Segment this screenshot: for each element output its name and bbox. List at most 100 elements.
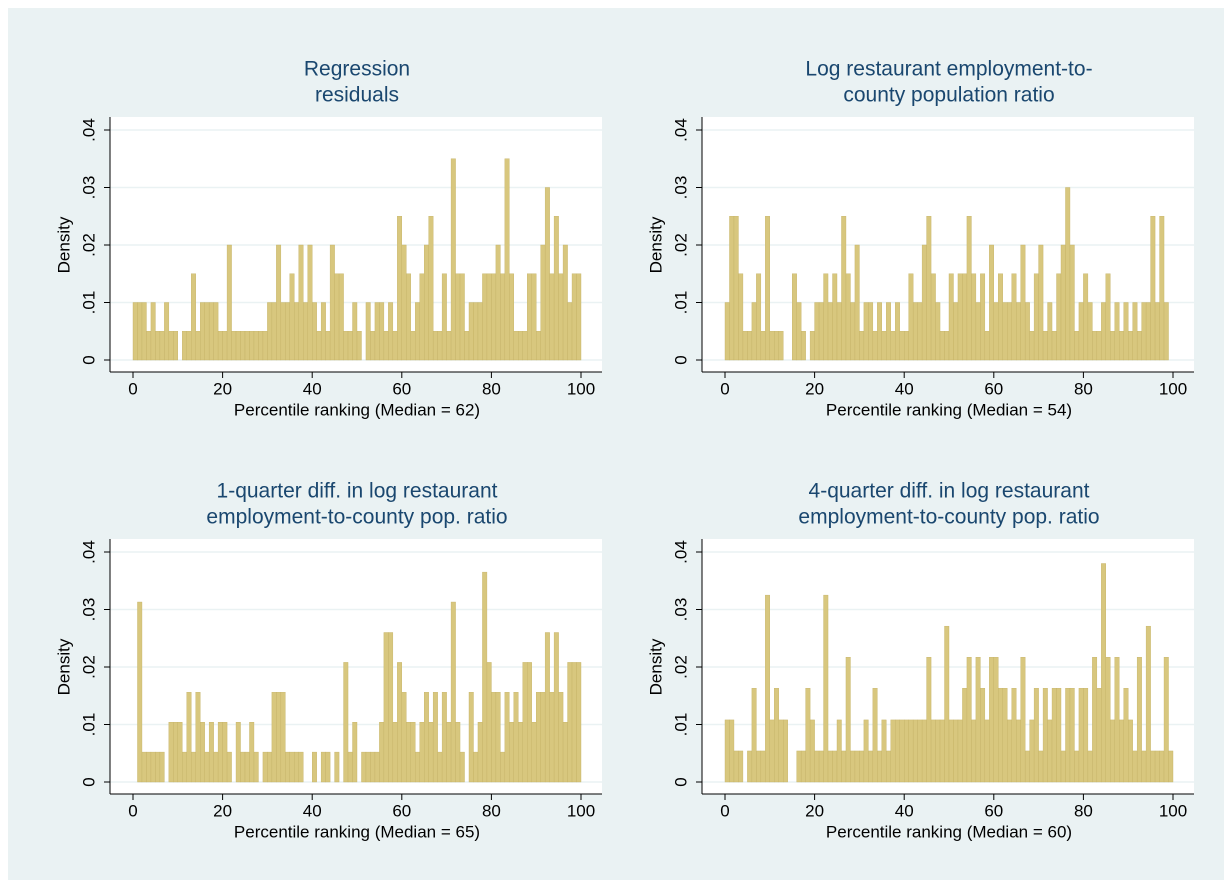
bar [1007,302,1012,361]
bar [800,750,806,783]
bar [294,751,299,783]
bar [760,331,766,361]
bar [374,751,380,783]
bar [895,719,900,783]
y-tick-label: .03 [79,598,98,622]
bar [957,719,963,783]
bar [352,302,358,361]
bar [199,302,205,361]
bar [298,244,304,361]
bar [1119,331,1124,361]
bar [850,750,856,783]
bar [1083,273,1089,361]
bar [904,719,909,783]
bar [769,719,775,783]
bar [881,719,887,783]
bar [262,751,268,783]
bar [1042,688,1048,783]
bar [984,331,990,361]
bar [966,216,972,361]
bar [204,302,210,361]
bar [1096,331,1102,361]
y-tick-label: .01 [671,291,690,315]
y-tick-label: 0 [79,355,98,364]
bar [930,719,936,783]
x-tick-label: 100 [1159,379,1187,398]
bar [307,244,313,361]
bar [500,273,506,361]
bar [912,302,918,361]
chart-title: 1-quarter diff. in log restaurant [217,480,498,503]
bar [904,331,909,361]
bar [155,751,161,783]
bar [935,719,941,783]
bar [984,719,990,783]
bar [836,719,842,783]
bar [477,302,483,361]
bar [980,273,986,361]
bar [173,331,179,361]
bar [760,750,766,783]
bar [926,216,932,361]
x-axis-title: Percentile ranking (Median = 60) [826,822,1072,841]
bar [415,751,420,783]
bar [527,273,532,361]
bar [289,273,295,361]
bar [989,244,995,361]
bar [1074,331,1080,361]
bar [401,692,407,783]
bar [397,216,403,361]
bar [1159,216,1165,361]
bar [132,302,138,361]
bar [1145,302,1151,361]
bar [756,750,762,783]
bar [863,719,869,783]
bar [953,719,959,783]
bar [334,751,340,783]
bar [1056,273,1062,361]
bar [939,719,945,783]
bar [1105,657,1111,783]
bar [195,331,201,361]
bar [558,692,564,783]
y-tick-label: .01 [79,713,98,737]
y-tick-label: .04 [79,118,98,142]
bar [868,302,874,361]
bar [1074,750,1080,783]
bar [899,719,905,783]
bar [562,244,568,361]
bar [944,625,950,783]
bar [486,662,492,783]
bar [191,751,196,783]
bar [567,302,573,361]
y-tick-label: .02 [79,233,98,257]
bar [217,722,223,783]
y-tick-label: .02 [671,233,690,257]
bar [962,273,968,361]
bar [343,662,349,783]
bar [1047,302,1053,361]
bar [926,657,932,783]
bar [347,331,353,361]
bar [441,692,447,783]
bar [298,751,304,783]
x-tick-label: 100 [1159,801,1187,820]
bar [410,722,416,783]
bar [343,331,349,361]
bar [796,302,802,361]
bar [320,302,326,361]
bar [993,302,999,361]
bar [1033,688,1039,783]
bar [756,273,762,361]
bar [1007,719,1012,783]
x-tick-label: 60 [984,801,1003,820]
bar [854,750,860,783]
bar [491,273,497,361]
x-tick-label: 40 [895,801,914,820]
x-tick-label: 0 [720,379,729,398]
bar [235,331,241,361]
bar [549,692,555,783]
bar [877,302,883,361]
bar [751,688,757,783]
bar [316,331,322,361]
